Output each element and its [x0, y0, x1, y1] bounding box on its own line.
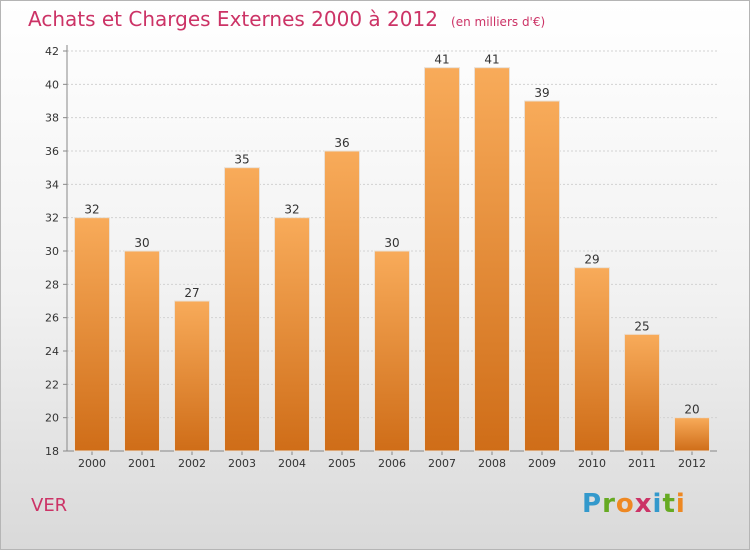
data-label-2007: 41	[434, 53, 449, 67]
bar-2011[interactable]	[624, 333, 660, 452]
bar-2006[interactable]	[374, 250, 410, 452]
x-tick-label-2009: 2009	[528, 457, 556, 470]
chart-title: Achats et Charges Externes 2000 à 2012	[28, 7, 438, 31]
bars	[74, 67, 710, 452]
bar-2001[interactable]	[124, 250, 160, 452]
chart-unit: (en milliers d'€)	[451, 15, 546, 29]
logo-letter: o	[615, 489, 635, 519]
x-tick-label-2003: 2003	[228, 457, 256, 470]
logo-letter: r	[602, 489, 616, 519]
data-label-2009: 39	[534, 86, 549, 100]
x-tick-label-2004: 2004	[278, 457, 306, 470]
bar-2010[interactable]	[574, 267, 610, 452]
logo-letter: i	[675, 489, 686, 519]
y-tick-label: 40	[45, 78, 59, 91]
y-tick-label: 26	[45, 312, 59, 325]
title-row: Achats et Charges Externes 2000 à 2012 (…	[28, 7, 545, 31]
bar-2003[interactable]	[224, 167, 260, 452]
x-tick-label-2006: 2006	[378, 457, 406, 470]
data-label-2005: 36	[334, 136, 349, 150]
y-tick-label: 34	[45, 178, 59, 191]
x-tick-label-2002: 2002	[178, 457, 206, 470]
y-tick-label: 38	[45, 112, 59, 125]
bar-2000[interactable]	[74, 217, 110, 452]
logo-letter: P	[582, 489, 603, 519]
data-label-2011: 25	[634, 319, 649, 333]
logo-letter: t	[662, 489, 676, 519]
data-label-2006: 30	[384, 236, 399, 250]
y-tick-label: 36	[45, 145, 59, 158]
data-label-2010: 29	[584, 253, 599, 267]
y-tick-label: 20	[45, 412, 59, 425]
x-tick-label-2005: 2005	[328, 457, 356, 470]
x-tick-label-2011: 2011	[628, 457, 656, 470]
y-tick-label: 18	[45, 445, 59, 458]
y-tick-label: 22	[45, 378, 59, 391]
proxiti-logo[interactable]: Proxiti	[582, 489, 686, 519]
data-label-2003: 35	[234, 153, 249, 167]
bar-2012[interactable]	[674, 417, 710, 452]
x-tick-label-2010: 2010	[578, 457, 606, 470]
bar-2008[interactable]	[474, 67, 510, 452]
bar-2009[interactable]	[524, 100, 560, 452]
labels: 18 20 22 24 26 28 30 32 34 36 38 40 42 32 2000 30 2001 27…	[45, 45, 706, 470]
y-tick-label: 42	[45, 45, 59, 58]
bar-2007[interactable]	[424, 67, 460, 452]
data-label-2001: 30	[134, 236, 149, 250]
logo-letter: i	[652, 489, 663, 519]
data-label-2002: 27	[184, 286, 199, 300]
x-tick-label-2000: 2000	[78, 457, 106, 470]
data-label-2000: 32	[84, 203, 99, 217]
y-tick-label: 32	[45, 212, 59, 225]
y-tick-label: 30	[45, 245, 59, 258]
x-tick-label-2012: 2012	[678, 457, 706, 470]
data-label-2004: 32	[284, 203, 299, 217]
y-tick-label: 24	[45, 345, 59, 358]
y-tick-label: 28	[45, 278, 59, 291]
data-label-2008: 41	[484, 53, 499, 67]
x-tick-label-2007: 2007	[428, 457, 456, 470]
data-label-2012: 20	[684, 403, 699, 417]
bar-2002[interactable]	[174, 300, 210, 452]
bar-2004[interactable]	[274, 217, 310, 452]
bar-2005[interactable]	[324, 150, 360, 452]
logo-letter: x	[634, 489, 653, 519]
x-tick-label-2008: 2008	[478, 457, 506, 470]
commune-name: VER	[31, 495, 68, 516]
x-tick-label-2001: 2001	[128, 457, 156, 470]
